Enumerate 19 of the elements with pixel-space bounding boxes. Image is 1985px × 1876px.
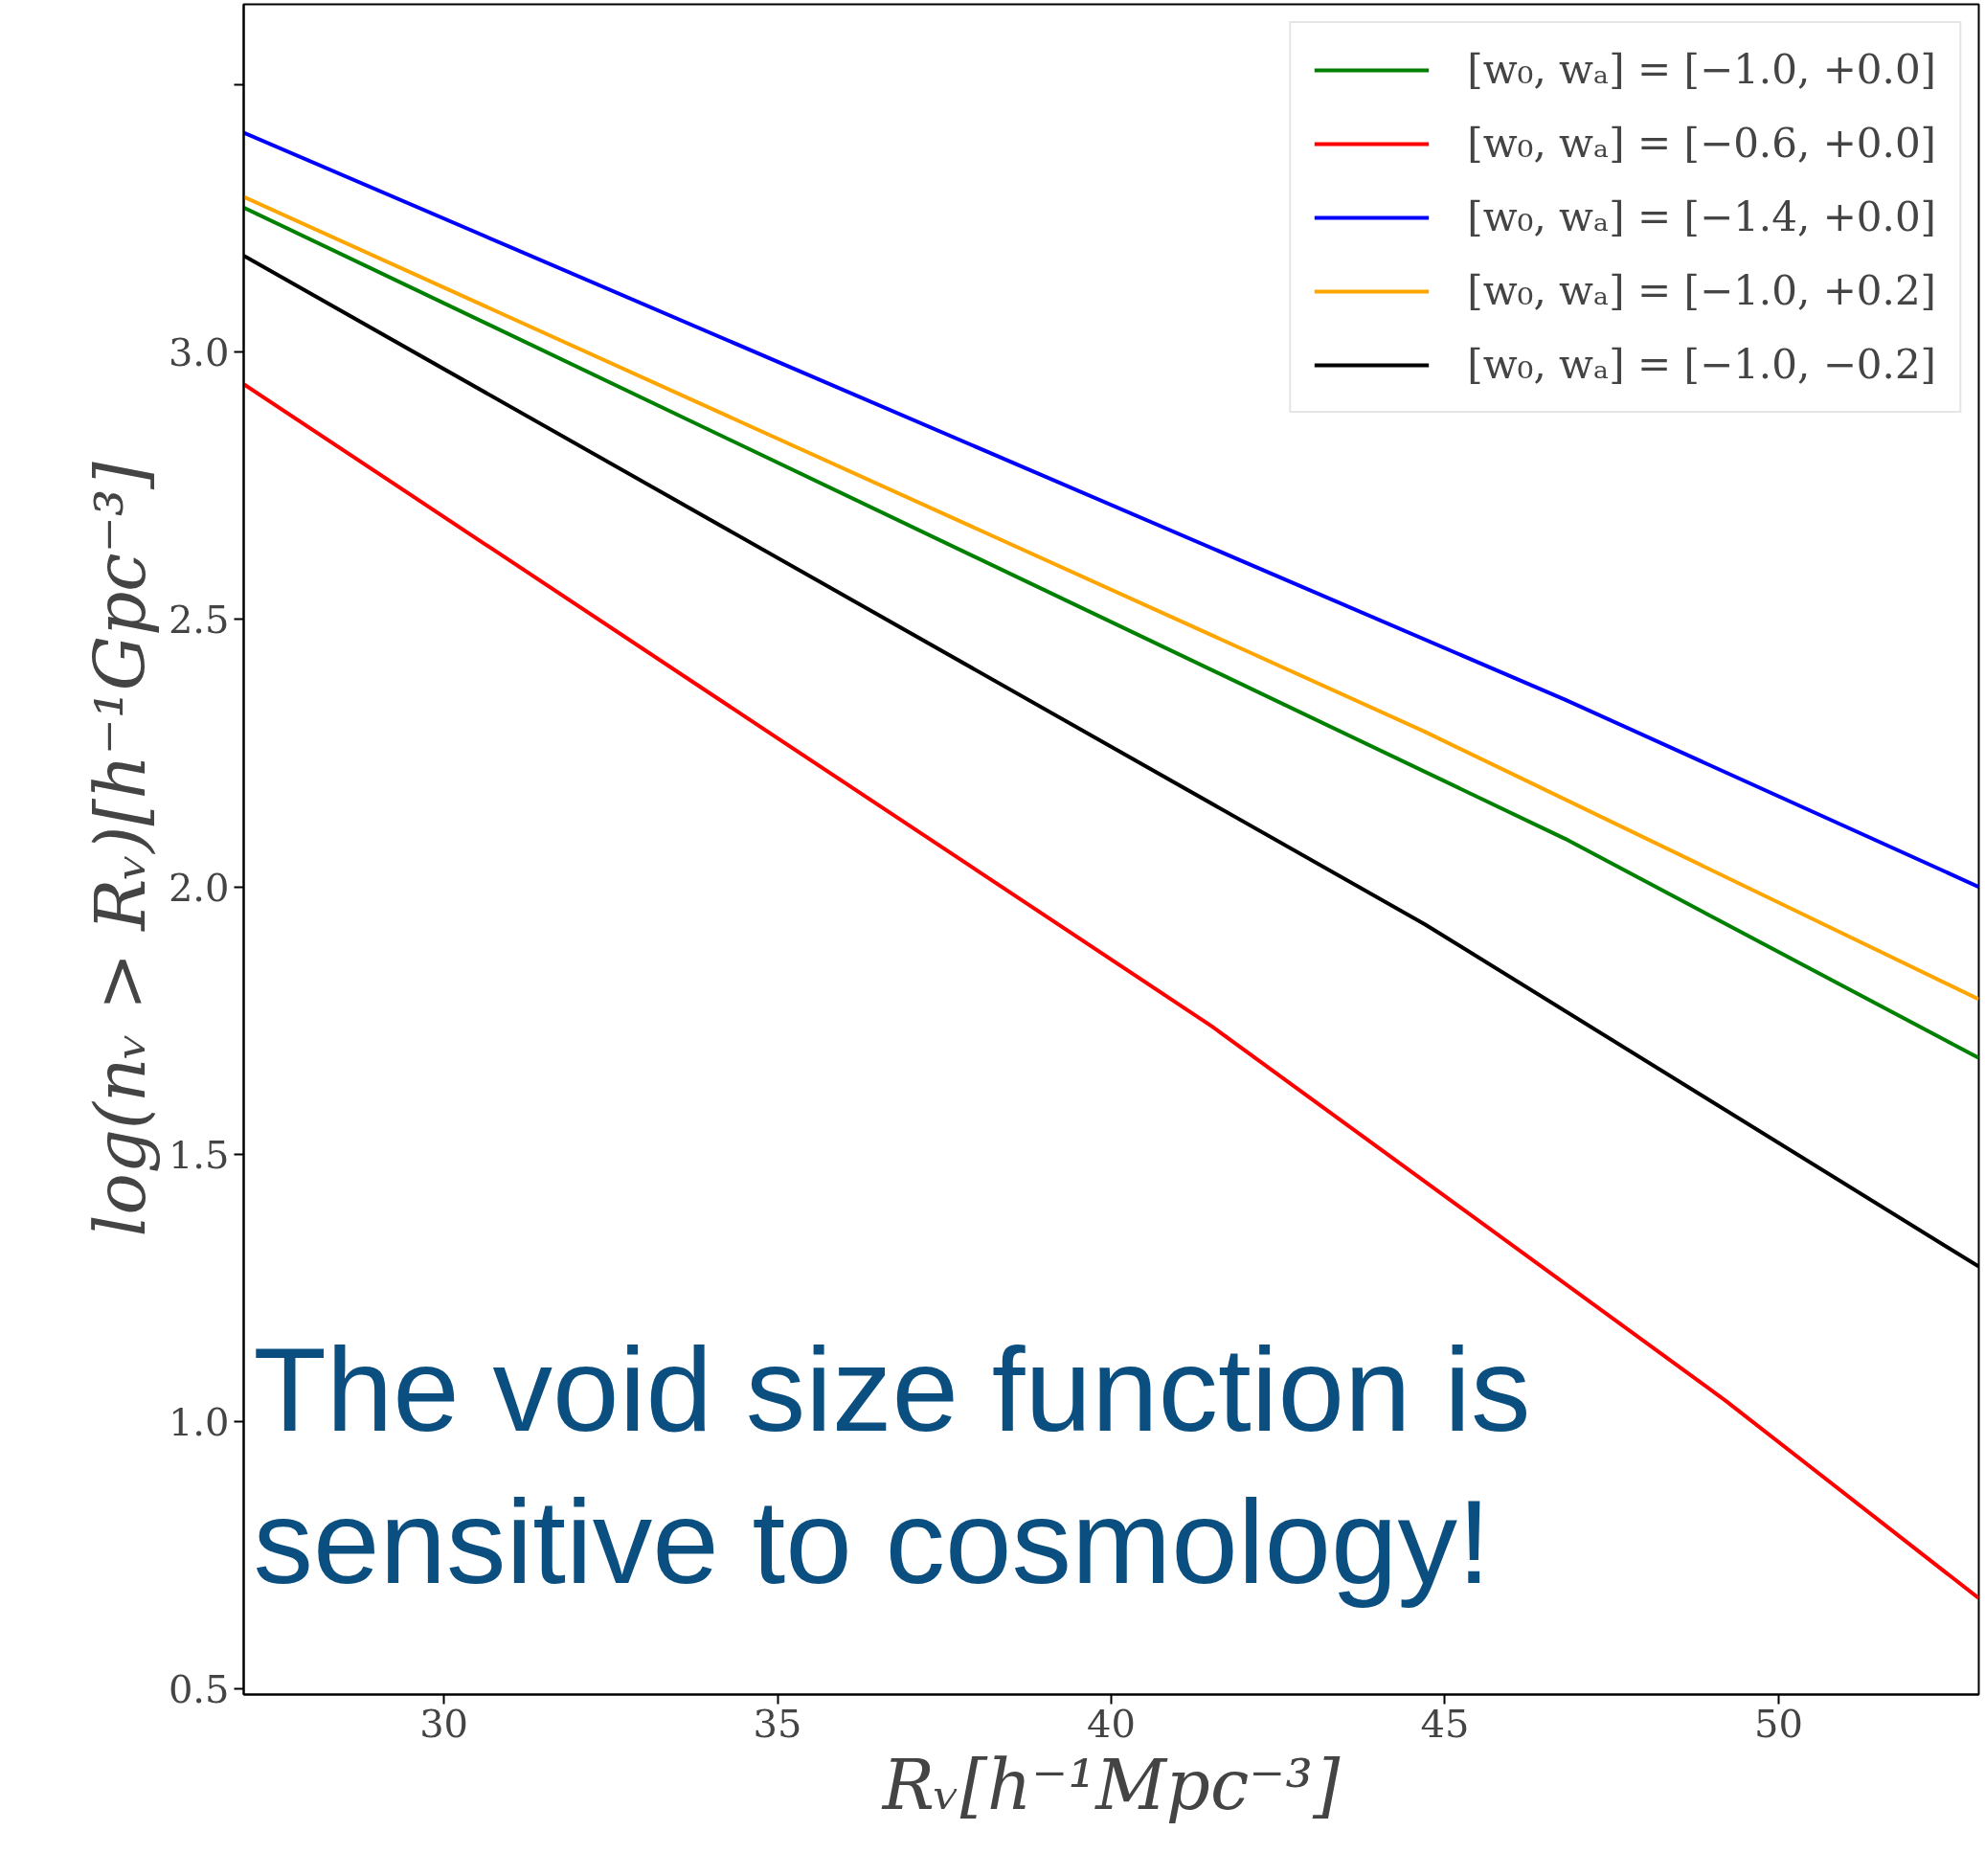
y-tick-label: 2.5 bbox=[168, 598, 230, 643]
y-tick-label: 0.5 bbox=[168, 1667, 230, 1712]
legend-label: [w₀, wₐ] = [−1.0, −0.2] bbox=[1467, 341, 1936, 388]
y-tick-label: 2.0 bbox=[168, 865, 230, 910]
legend-label: [w₀, wₐ] = [−0.6, +0.0] bbox=[1467, 120, 1936, 167]
x-tick-label: 45 bbox=[1420, 1701, 1470, 1746]
x-axis-title: Rᵥ[h⁻¹Mpc⁻³] bbox=[880, 1744, 1342, 1825]
y-axis-title: log(nᵥ > Rᵥ)[h⁻¹Gpc⁻³] bbox=[79, 461, 161, 1237]
x-tick-label: 40 bbox=[1087, 1701, 1136, 1746]
legend-label: [w₀, wₐ] = [−1.4, +0.0] bbox=[1467, 193, 1936, 240]
legend-label: [w₀, wₐ] = [−1.0, +0.0] bbox=[1467, 46, 1936, 93]
x-tick-label: 30 bbox=[419, 1701, 469, 1746]
annotation: The void size function is sensitive to cosmology! bbox=[253, 1322, 1531, 1609]
legend-label: [w₀, wₐ] = [−1.0, +0.2] bbox=[1467, 267, 1936, 314]
y-tick-label: 3.0 bbox=[168, 330, 230, 375]
y-tick-label: 1.5 bbox=[168, 1132, 230, 1177]
y-tick-label: 1.0 bbox=[168, 1400, 230, 1445]
x-tick-label: 35 bbox=[753, 1701, 802, 1746]
x-tick-label: 50 bbox=[1753, 1701, 1803, 1746]
